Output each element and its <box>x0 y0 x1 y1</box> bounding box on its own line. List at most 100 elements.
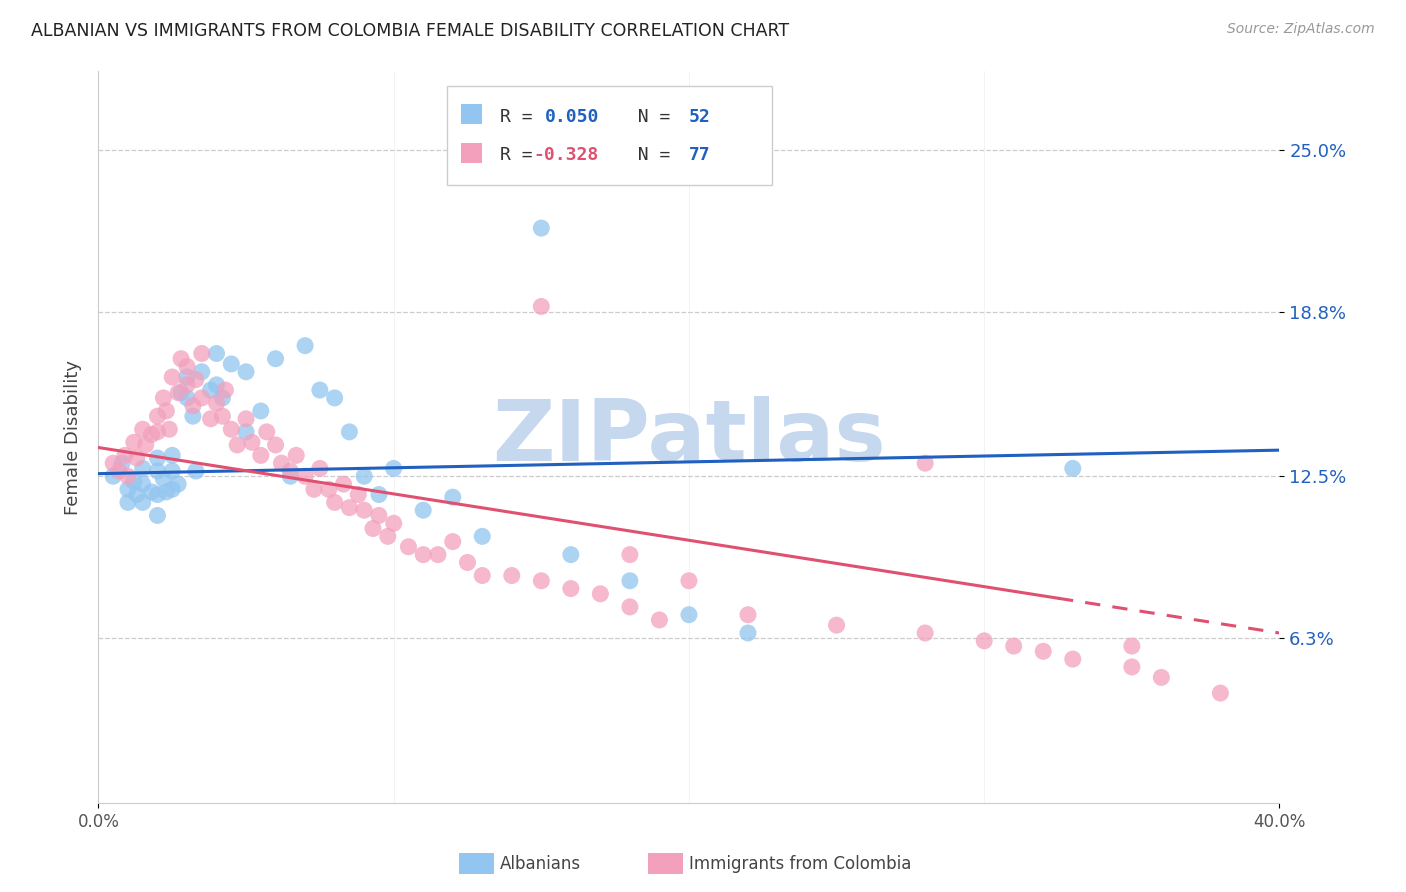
Point <box>155 404 177 418</box>
Point <box>441 490 464 504</box>
Point <box>146 425 169 439</box>
Point <box>146 409 169 424</box>
Point <box>471 568 494 582</box>
Text: Immigrants from Colombia: Immigrants from Colombia <box>689 855 911 872</box>
Point <box>205 346 228 360</box>
Point <box>619 548 641 562</box>
Point <box>167 477 190 491</box>
Point <box>318 483 340 497</box>
Point <box>619 599 641 614</box>
Point <box>117 469 139 483</box>
Point <box>560 548 582 562</box>
Point <box>1002 639 1025 653</box>
Point <box>294 339 316 353</box>
Point <box>589 587 612 601</box>
Point <box>457 556 479 570</box>
Point <box>353 469 375 483</box>
Point <box>309 461 332 475</box>
Point <box>914 456 936 470</box>
Point <box>382 516 405 531</box>
Point <box>181 399 204 413</box>
Point <box>132 477 155 491</box>
Point <box>1032 644 1054 658</box>
Point <box>264 351 287 366</box>
Point <box>377 529 399 543</box>
Point <box>361 521 384 535</box>
Point <box>441 534 464 549</box>
Point <box>501 568 523 582</box>
Point <box>132 495 155 509</box>
Point <box>152 391 174 405</box>
Point <box>103 456 125 470</box>
Point <box>176 370 198 384</box>
Point <box>471 529 494 543</box>
Point <box>184 373 207 387</box>
Point <box>191 365 214 379</box>
Point <box>162 448 183 462</box>
Text: Albanians: Albanians <box>501 855 581 872</box>
Point <box>117 483 139 497</box>
Text: N =: N = <box>616 146 681 164</box>
Point <box>339 500 361 515</box>
Point <box>973 633 995 648</box>
Point <box>162 464 183 478</box>
Text: Source: ZipAtlas.com: Source: ZipAtlas.com <box>1227 22 1375 37</box>
FancyBboxPatch shape <box>458 853 494 874</box>
Point <box>117 495 139 509</box>
Point <box>184 464 207 478</box>
Point <box>132 461 155 475</box>
Point <box>270 456 292 470</box>
Point <box>167 385 190 400</box>
FancyBboxPatch shape <box>648 853 683 874</box>
Point <box>368 487 391 501</box>
Point <box>122 475 145 489</box>
Point <box>191 346 214 360</box>
Y-axis label: Female Disability: Female Disability <box>63 359 82 515</box>
Point <box>678 574 700 588</box>
Point <box>323 391 346 405</box>
Point <box>103 469 125 483</box>
Point <box>530 221 553 235</box>
Point <box>176 359 198 374</box>
Point <box>648 613 671 627</box>
Point <box>114 448 136 462</box>
Point <box>176 391 198 405</box>
Point <box>1209 686 1232 700</box>
Point <box>530 574 553 588</box>
Point <box>211 391 233 405</box>
Point <box>235 412 257 426</box>
Text: 0.050: 0.050 <box>546 108 599 126</box>
Point <box>162 483 183 497</box>
Point <box>1150 670 1173 684</box>
Point <box>619 574 641 588</box>
Point <box>205 396 228 410</box>
Point <box>353 503 375 517</box>
Point <box>412 503 434 517</box>
Point <box>155 485 177 500</box>
Text: N =: N = <box>616 108 681 126</box>
Text: R =: R = <box>501 108 544 126</box>
Point <box>205 377 228 392</box>
Text: 52: 52 <box>689 108 710 126</box>
Point <box>250 404 273 418</box>
Point <box>146 464 169 478</box>
Point <box>135 438 157 452</box>
Point <box>280 469 302 483</box>
Point <box>170 385 193 400</box>
Point <box>309 383 332 397</box>
Point <box>176 377 198 392</box>
Point <box>181 409 204 424</box>
Point <box>285 448 308 462</box>
Point <box>1121 639 1143 653</box>
Point <box>200 412 222 426</box>
Point <box>737 626 759 640</box>
Point <box>323 495 346 509</box>
Point <box>200 383 222 397</box>
Point <box>141 485 163 500</box>
Point <box>108 464 131 478</box>
Point <box>191 391 214 405</box>
Point <box>368 508 391 523</box>
Point <box>256 425 278 439</box>
FancyBboxPatch shape <box>461 104 482 124</box>
Point <box>157 422 180 436</box>
